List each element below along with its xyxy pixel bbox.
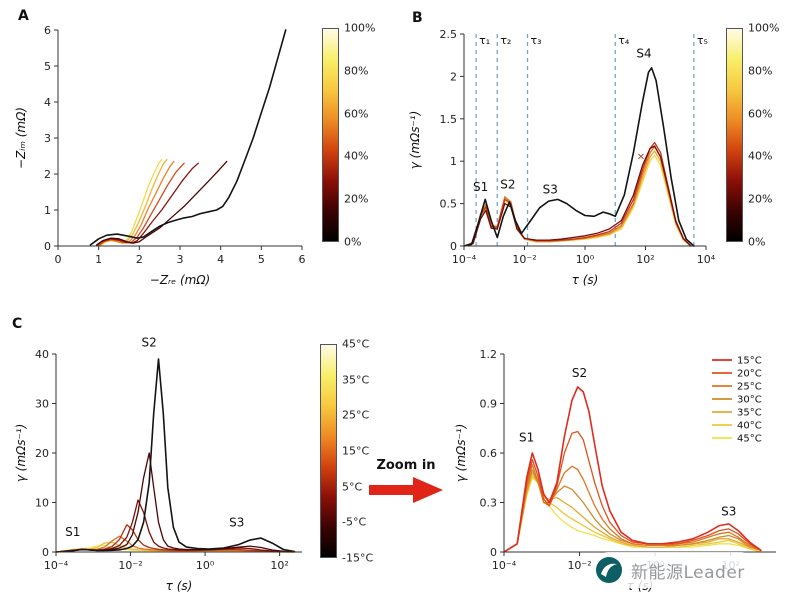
svg-text:10⁻²: 10⁻²: [118, 559, 142, 572]
soc-colorbar-b: 100% 80% 60% 40% 20% 0%: [726, 22, 792, 249]
drt-temperature-chart: 10⁻⁴ 10⁻² 10⁰ 10² 0 10 20 30 40 τ (s) γ (mΩs⁻¹) S1 S…: [12, 332, 314, 598]
svg-text:10⁻⁴: 10⁻⁴: [44, 559, 69, 572]
drt-soc-chart: τ₁ τ₂ τ₃ τ₄ τ₅ 10⁻⁴ 10⁻² 10⁰ 10² 10⁴ 0 0.5 1 1.5 2 2.5 τ…: [406, 16, 720, 292]
svg-text:10⁰: 10⁰: [196, 559, 215, 572]
svg-text:0.3: 0.3: [480, 497, 498, 510]
svg-text:10: 10: [35, 497, 49, 510]
svg-text:S1: S1: [519, 430, 534, 444]
svg-text:10⁻²: 10⁻²: [512, 253, 536, 266]
nyquist-impedance-chart: 0 1 2 3 4 5 6 0 1 2 3 4 5 6 −Zᵣₑ (mΩ) −Zᵢₘ (mΩ): [12, 16, 314, 292]
svg-text:10²: 10²: [270, 559, 288, 572]
svg-text:τ₁: τ₁: [479, 34, 490, 47]
svg-text:4: 4: [44, 96, 51, 109]
svg-text:20°C: 20°C: [737, 369, 762, 380]
svg-text:0: 0: [44, 240, 51, 253]
svg-text:35°C: 35°C: [737, 408, 762, 419]
svg-text:10⁰: 10⁰: [576, 253, 595, 266]
svg-text:×: ×: [637, 152, 645, 163]
svg-text:τ (s): τ (s): [572, 273, 599, 287]
svg-text:τ (s): τ (s): [166, 579, 193, 593]
svg-text:0: 0: [55, 253, 62, 266]
svg-text:10⁻⁴: 10⁻⁴: [492, 559, 517, 572]
svg-text:S3: S3: [721, 505, 736, 519]
svg-text:2: 2: [450, 70, 457, 83]
svg-text:2: 2: [44, 168, 51, 181]
svg-text:S4: S4: [636, 47, 651, 61]
logo-circle: [596, 557, 622, 583]
svg-text:S2: S2: [500, 177, 515, 191]
svg-text:S3: S3: [229, 515, 244, 529]
svg-text:0: 0: [490, 546, 497, 559]
svg-text:10²: 10²: [636, 253, 654, 266]
watermark-text: 新能源Leader: [631, 562, 745, 583]
svg-text:5: 5: [258, 253, 265, 266]
svg-text:10⁴: 10⁴: [697, 253, 716, 266]
svg-text:4: 4: [217, 253, 224, 266]
svg-text:30°C: 30°C: [737, 395, 762, 406]
svg-text:0: 0: [42, 546, 49, 559]
svg-text:40°C: 40°C: [737, 421, 762, 432]
svg-text:S3: S3: [543, 182, 558, 196]
svg-text:S1: S1: [65, 525, 80, 539]
svg-text:τ₃: τ₃: [531, 34, 542, 47]
svg-text:45°C: 45°C: [737, 434, 762, 445]
svg-text:10⁻⁴: 10⁻⁴: [452, 253, 477, 266]
svg-text:−Zᵢₘ (mΩ): −Zᵢₘ (mΩ): [14, 107, 28, 169]
svg-text:0: 0: [450, 240, 457, 253]
panel-c-label: C: [12, 316, 23, 332]
zoom-in-label: Zoom in: [376, 458, 436, 473]
svg-text:γ (mΩs⁻¹): γ (mΩs⁻¹): [14, 424, 28, 483]
svg-text:25°C: 25°C: [737, 382, 762, 393]
svg-text:2: 2: [136, 253, 143, 266]
svg-text:5: 5: [44, 60, 51, 73]
panel-b-label: B: [412, 10, 423, 26]
svg-text:S2: S2: [572, 366, 587, 380]
svg-text:0.5: 0.5: [440, 198, 458, 211]
svg-text:0.9: 0.9: [480, 398, 498, 411]
svg-text:1.5: 1.5: [440, 113, 458, 126]
drt-temperature-zoom-chart: 10⁻⁴10⁻²10⁰10²00.30.60.91.2τ (s)γ (mΩs⁻¹…: [452, 330, 790, 598]
zoom-arrow-icon: [369, 477, 443, 503]
zoom-in-callout: Zoom in: [360, 458, 452, 505]
svg-text:6: 6: [44, 24, 51, 37]
zoom-arrow: [369, 477, 443, 503]
svg-text:τ₄: τ₄: [618, 34, 630, 47]
svg-text:τ₂: τ₂: [500, 34, 511, 47]
svg-text:2.5: 2.5: [440, 28, 458, 41]
logo-swoosh: [601, 563, 617, 577]
svg-text:30: 30: [35, 398, 49, 411]
svg-text:1: 1: [450, 155, 457, 168]
svg-text:1: 1: [44, 204, 51, 217]
svg-text:40: 40: [35, 348, 49, 361]
watermark: 新能源Leader: [590, 552, 759, 588]
panel-a-label: A: [18, 8, 29, 24]
svg-text:10⁻²: 10⁻²: [567, 559, 591, 572]
svg-text:S2: S2: [142, 336, 157, 350]
svg-text:20: 20: [35, 447, 49, 460]
svg-text:S1: S1: [473, 180, 488, 194]
svg-text:1: 1: [95, 253, 102, 266]
temperature-colorbar: 45°C 35°C 25°C 15°C 5°C -5°C -15°C: [320, 338, 390, 565]
svg-text:6: 6: [299, 253, 306, 266]
svg-text:3: 3: [177, 253, 184, 266]
watermark-logo-icon: [596, 557, 622, 583]
svg-text:γ (mΩs⁻¹): γ (mΩs⁻¹): [408, 111, 422, 170]
svg-text:−Zᵣₑ (mΩ): −Zᵣₑ (mΩ): [150, 273, 210, 287]
soc-colorbar-a: 100% 80% 60% 40% 20% 0%: [322, 22, 388, 249]
svg-text:3: 3: [44, 132, 51, 145]
svg-text:15°C: 15°C: [737, 356, 762, 367]
svg-text:γ (mΩs⁻¹): γ (mΩs⁻¹): [454, 424, 468, 483]
svg-text:τ₅: τ₅: [697, 34, 708, 47]
svg-text:0.6: 0.6: [480, 447, 498, 460]
svg-text:1.2: 1.2: [480, 348, 498, 361]
